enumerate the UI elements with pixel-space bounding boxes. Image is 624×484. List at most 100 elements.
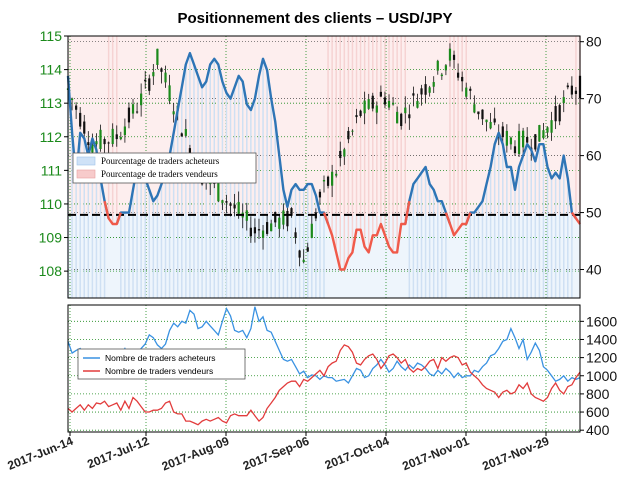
candle-body [115, 134, 118, 140]
candle-body [481, 109, 484, 120]
price-tick-label: 112 [40, 129, 63, 145]
price-panel-frame [67, 35, 581, 299]
candle-body [310, 223, 313, 238]
candle-body [436, 60, 439, 71]
candle-body [298, 250, 301, 258]
candle-body [461, 76, 464, 82]
top-legend-box [72, 152, 257, 184]
candle-body [416, 100, 419, 108]
price-tick-label: 115 [40, 28, 63, 44]
price-panel: 108 109 110 111 112 113 114 115 40 50 60 70 80 Pour… [39, 28, 602, 299]
candle-body [546, 127, 549, 133]
price-axis-ticks: 108 109 110 111 112 113 114 115 [39, 28, 68, 279]
candle-body [400, 113, 403, 127]
candle-body [322, 179, 326, 182]
candle-body [513, 146, 517, 154]
candle-body [180, 133, 183, 137]
pct-tick-label: 70 [586, 91, 602, 107]
candle-body [75, 105, 78, 110]
candle-body [452, 54, 456, 60]
chart-title: Positionnement des clients – USD/JPY [177, 10, 452, 27]
x-axis-labels: 2017-Jun-14 2017-Jul-12 2017-Aug-09 2017-Se… [6, 432, 551, 474]
count-tick-label: 800 [586, 386, 610, 402]
x-tick-label: 2017-Nov-29 [480, 434, 551, 474]
candle-body [127, 107, 131, 123]
candle-body [477, 111, 480, 115]
count-tick-label: 1400 [586, 331, 617, 347]
candle-body [375, 105, 378, 113]
pct-tick-label: 80 [586, 34, 602, 50]
count-panel-frame [67, 304, 581, 433]
candle-body [554, 106, 557, 122]
candle-body [103, 139, 106, 145]
candle-body [70, 98, 74, 101]
candle-body [83, 121, 86, 134]
candle-body [558, 105, 561, 122]
candle-body [469, 88, 472, 91]
candle-body [87, 142, 90, 146]
candle-body [509, 137, 513, 145]
candle-body [123, 126, 126, 136]
count-axis-ticks: 400 600 800 1000 1200 1400 1600 [580, 313, 617, 438]
candle-body [225, 201, 228, 203]
price-tick-label: 111 [41, 162, 62, 178]
candle-body [347, 130, 350, 140]
candle-body [444, 65, 448, 71]
candle-body [359, 110, 362, 116]
count-tick-label: 1200 [586, 350, 617, 366]
candle-body [363, 100, 366, 114]
x-tick-label: 2017-Aug-09 [160, 434, 232, 474]
candle-body [140, 93, 143, 106]
count-tick-label: 400 [586, 422, 610, 438]
candle-body [274, 211, 277, 223]
candle-body [326, 176, 330, 186]
candle-body [391, 102, 395, 105]
candle-body [233, 204, 236, 209]
legend-label-short: Pourcentage de traders vendeurs [101, 169, 218, 179]
candle-body [144, 79, 147, 82]
candle-body [111, 128, 114, 145]
candle-body [306, 247, 309, 252]
legend-swatch-long [76, 156, 96, 166]
bottom-legend-box [77, 348, 246, 380]
candle-body [168, 85, 171, 102]
candle-body [351, 130, 354, 132]
count-tick-label: 1600 [586, 313, 617, 329]
candle-body [184, 128, 187, 136]
x-tick-label: 2017-Sep-06 [241, 434, 311, 473]
candle-body [221, 200, 224, 203]
candle-body [489, 121, 492, 129]
price-tick-label: 110 [40, 196, 63, 212]
candle-body [237, 201, 240, 214]
candle-body [473, 104, 476, 113]
top-legend: Pourcentage de traders acheteurs Pourcen… [72, 152, 257, 184]
pct-tick-label: 50 [586, 205, 602, 221]
candle-body [383, 97, 387, 105]
candle-body [448, 48, 452, 61]
candle-body [278, 217, 281, 229]
price-tick-label: 113 [40, 95, 63, 111]
candle-body [261, 230, 265, 239]
candle-body [302, 259, 305, 263]
pct-tick-label: 60 [586, 148, 602, 164]
price-tick-label: 114 [40, 62, 63, 78]
candle-body [440, 74, 443, 77]
candle-body [119, 137, 122, 140]
candle-body [266, 222, 269, 234]
count-tick-label: 1000 [586, 368, 617, 384]
count-tick-label: 600 [586, 404, 610, 420]
candle-body [562, 97, 565, 104]
short-count-line [67, 344, 581, 426]
candle-body [343, 149, 346, 157]
candle-body [379, 91, 382, 97]
candle-body [156, 48, 159, 65]
candle-body [99, 129, 102, 149]
candle-body [412, 93, 415, 96]
candle-body [245, 210, 248, 221]
candle-body [424, 84, 427, 95]
candle-body [164, 72, 167, 83]
candle-body [253, 227, 257, 234]
x-tick-label: 2017-Nov-01 [400, 434, 471, 474]
candle-body [172, 111, 175, 115]
